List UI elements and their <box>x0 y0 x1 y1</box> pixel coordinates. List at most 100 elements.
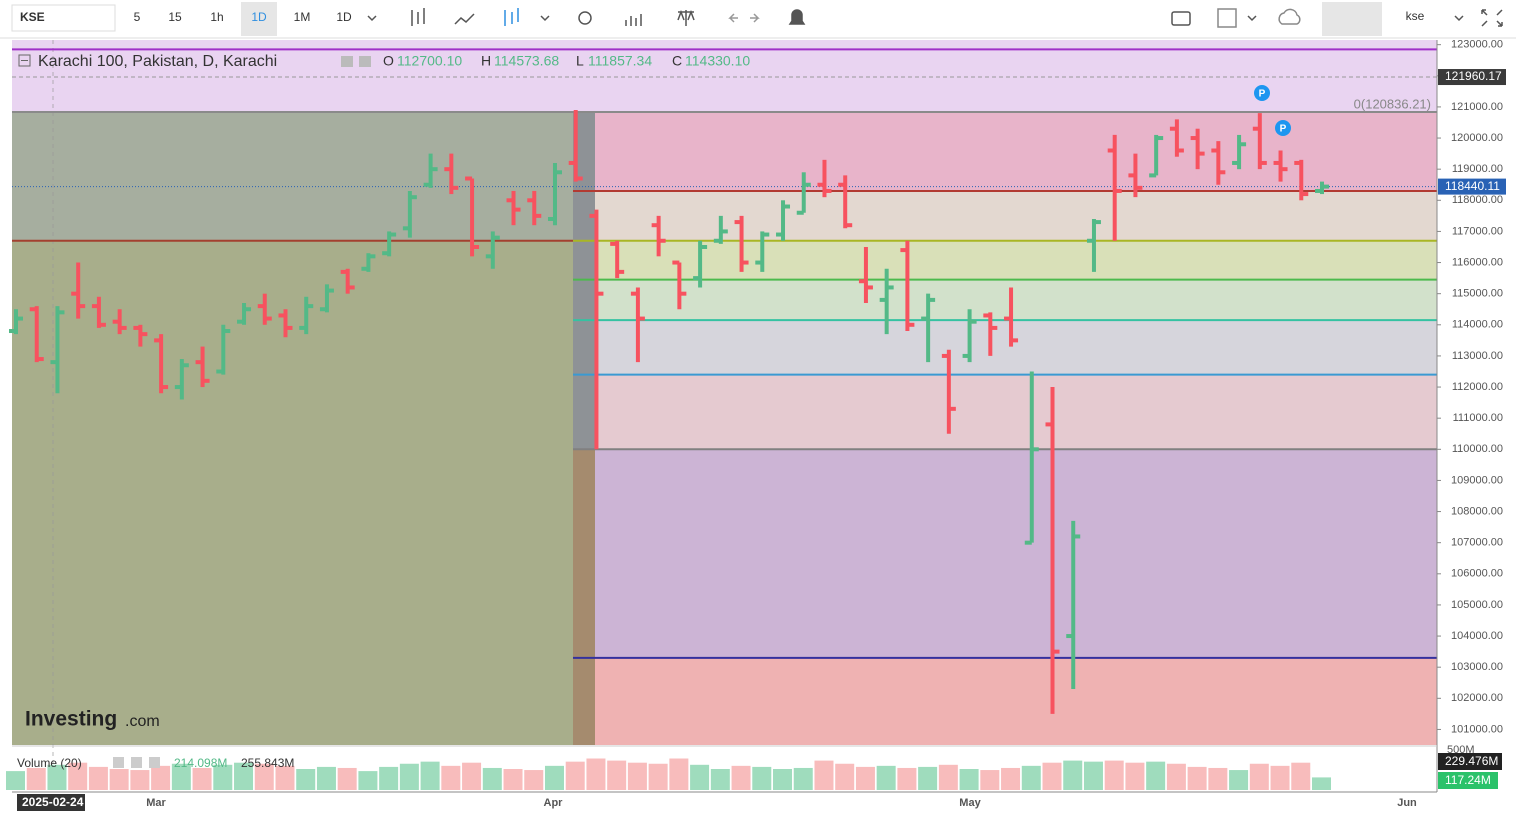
volume-bar <box>1104 760 1124 790</box>
price-axis <box>1437 40 1516 814</box>
upload-button[interactable] <box>1322 2 1382 36</box>
interval-button[interactable] <box>119 2 155 36</box>
volume-bar <box>938 764 958 790</box>
y-tick-label: 109000.00 <box>1451 474 1503 486</box>
symbol-box[interactable] <box>11 4 116 32</box>
interval-button[interactable] <box>157 2 193 36</box>
volume-bar <box>1229 770 1249 790</box>
c-label: C <box>672 53 682 69</box>
o-value: 112700.10 <box>397 53 462 69</box>
price-tag-text: 118440.11 <box>1445 179 1500 193</box>
volume-bar <box>1042 762 1062 790</box>
volume-name: Volume (20) <box>17 756 82 770</box>
volume-bar <box>441 765 461 790</box>
volume-axis-label: 500M <box>1447 744 1475 756</box>
interval-label: 1D <box>251 10 267 24</box>
date-tag <box>17 794 85 811</box>
date-tag-text: 2025-02-24 <box>22 795 84 809</box>
volume-bar <box>1021 765 1041 790</box>
interval-button[interactable] <box>241 2 277 36</box>
o-label: O <box>383 53 394 69</box>
y-tick-label: 106000.00 <box>1451 568 1503 580</box>
l-label: L <box>576 53 584 69</box>
y-tick-label: 114000.00 <box>1452 319 1503 331</box>
fib-band <box>595 240 1437 280</box>
volume-bar <box>213 764 233 790</box>
y-tick-label: 123000.00 <box>1451 39 1503 51</box>
y-tick-label: 105000.00 <box>1451 599 1503 611</box>
interval-button[interactable] <box>326 2 362 36</box>
volume-bar <box>1270 765 1290 790</box>
volume-bar <box>337 767 357 790</box>
volume-bar <box>171 763 191 790</box>
y-tick-label: 117000.00 <box>1452 225 1503 237</box>
y-tick-label: 102000.00 <box>1451 692 1503 704</box>
split-region <box>573 449 595 745</box>
volume-bar <box>586 758 606 790</box>
fib-band <box>595 374 1437 450</box>
volume-bar <box>814 760 834 790</box>
collapse-button[interactable] <box>18 54 31 67</box>
volume-bar <box>710 769 730 790</box>
y-tick-label: 118000.00 <box>1452 194 1503 206</box>
y-tick-label: 107000.00 <box>1451 537 1503 549</box>
x-tick-label: Apr <box>544 797 564 809</box>
volume-tag-text: 117.24M <box>1445 773 1491 787</box>
volume-bar <box>1166 763 1186 790</box>
logo-suffix: .com <box>125 713 160 730</box>
volume-bar <box>462 762 482 790</box>
volume-bar <box>690 764 710 790</box>
volume-bar <box>254 763 274 790</box>
logo: Investing <box>25 708 117 731</box>
volume-bar <box>358 771 378 790</box>
volume-bar <box>47 764 67 790</box>
volume-bar <box>503 769 523 790</box>
y-tick-label: 108000.00 <box>1451 505 1503 517</box>
volume-bar <box>544 765 564 790</box>
volume-bar <box>876 765 896 790</box>
volume-bar <box>1187 766 1207 790</box>
volume-tag <box>1438 772 1498 789</box>
event-marker[interactable] <box>1254 85 1270 101</box>
volume-bar <box>793 767 813 790</box>
x-tick-label: May <box>959 797 981 809</box>
fib-band <box>595 657 1437 745</box>
event-marker[interactable] <box>1275 120 1291 136</box>
fib-band <box>595 279 1437 321</box>
volume-bar <box>607 760 627 790</box>
interval-label: 1h <box>210 10 223 24</box>
fib-band <box>595 190 1437 241</box>
volume-value: 214.098M <box>174 756 227 770</box>
volume-bar <box>192 767 212 790</box>
layout-name[interactable]: kse <box>1406 9 1425 23</box>
volume-ma-value: 255.843M <box>241 756 294 770</box>
interval-button[interactable] <box>284 2 320 36</box>
volume-bar <box>26 767 46 790</box>
event-marker-label: P <box>1280 124 1287 135</box>
volume-bar <box>234 762 254 790</box>
h-value: 114573.68 <box>494 53 559 69</box>
volume-bar <box>980 770 1000 790</box>
volume-bar <box>109 769 129 790</box>
volume-bar <box>1146 761 1166 790</box>
interval-button[interactable] <box>199 2 235 36</box>
x-tick-label: Jun <box>1397 797 1417 809</box>
y-tick-label: 115000.00 <box>1452 288 1503 300</box>
volume-bar <box>835 763 855 790</box>
price-tag <box>1438 178 1506 195</box>
fib-band <box>595 112 1437 191</box>
left-region <box>12 240 573 745</box>
volume-bar <box>296 769 316 790</box>
volume-bar <box>1083 761 1103 790</box>
volume-bar <box>88 766 108 790</box>
volume-bar <box>68 762 88 790</box>
volume-bar <box>959 769 979 790</box>
volume-bar <box>731 765 751 790</box>
y-tick-label: 119000.00 <box>1452 163 1503 175</box>
y-tick-label: 112000.00 <box>1452 381 1503 393</box>
volume-bar <box>379 766 399 790</box>
volume-bar <box>752 766 772 790</box>
fib-band <box>595 320 1437 375</box>
volume-bar <box>669 758 689 790</box>
